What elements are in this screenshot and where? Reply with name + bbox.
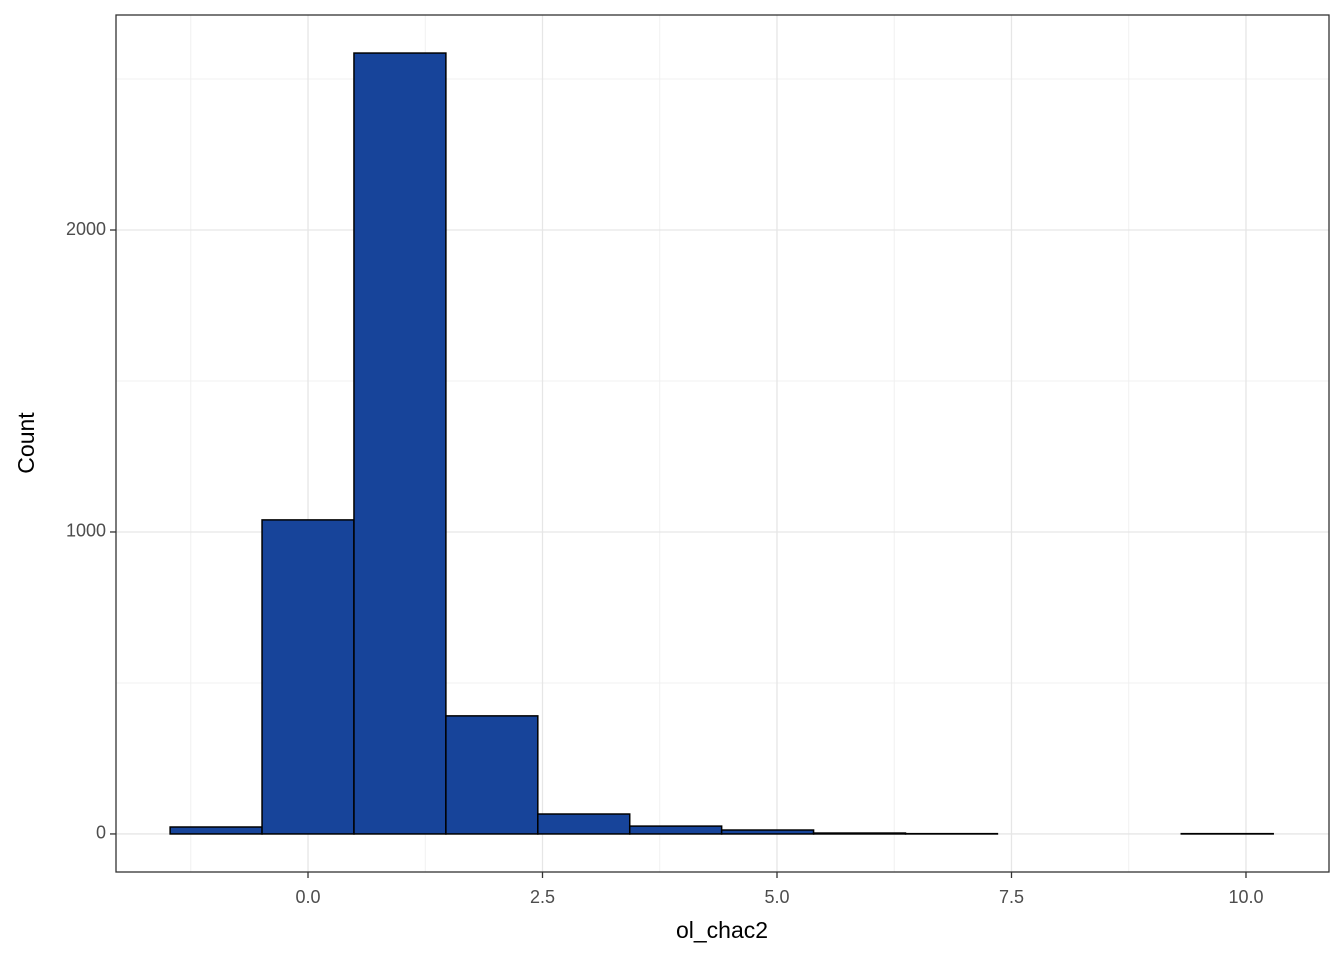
y-tick-label: 0 <box>96 823 106 843</box>
x-tick-label: 0.0 <box>295 887 320 907</box>
y-axis-title: Count <box>13 412 39 474</box>
x-axis-title: ol_chac2 <box>676 917 768 943</box>
x-tick-label: 7.5 <box>999 887 1024 907</box>
bar <box>812 832 907 835</box>
x-tick-label: 2.5 <box>530 887 555 907</box>
bar <box>537 813 631 835</box>
bar <box>445 715 539 835</box>
bar <box>628 825 723 835</box>
x-tick-label: 10.0 <box>1228 887 1263 907</box>
bar <box>720 829 815 835</box>
bar <box>169 826 263 835</box>
plot-border <box>115 14 1330 873</box>
bar <box>353 52 447 835</box>
x-tick-label: 5.0 <box>764 887 789 907</box>
y-tick-label: 2000 <box>66 219 106 239</box>
bar <box>261 519 355 835</box>
y-tick-label: 1000 <box>66 521 106 541</box>
